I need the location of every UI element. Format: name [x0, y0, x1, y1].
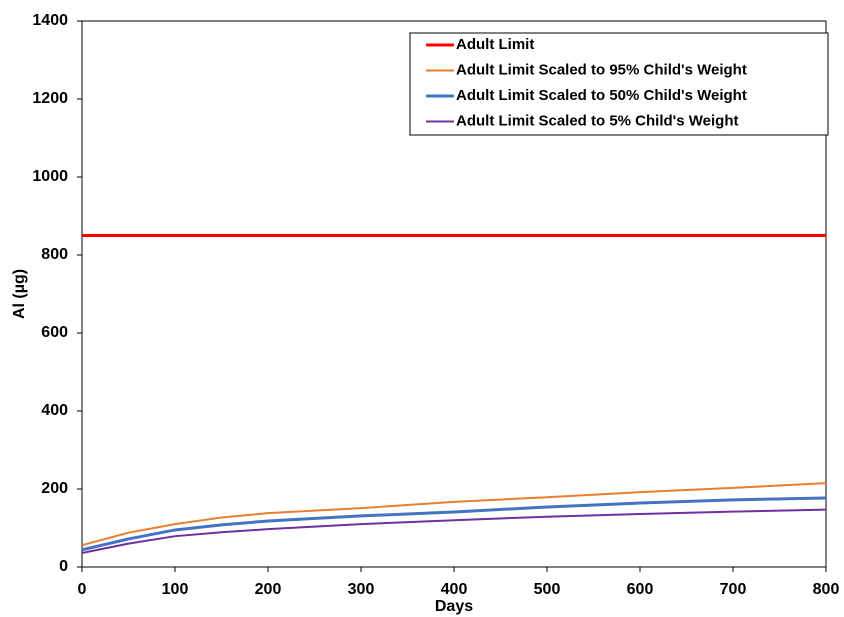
- y-tick-label: 1000: [32, 168, 68, 185]
- y-tick-label: 600: [41, 324, 68, 341]
- legend-box: [409, 32, 829, 136]
- series-line: [81, 496, 827, 552]
- x-tick-label: 100: [162, 581, 189, 598]
- legend-label: Adult Limit: [456, 36, 534, 53]
- x-tick-label: 800: [813, 581, 840, 598]
- legend-label: Adult Limit Scaled to 50% Child's Weight: [456, 87, 747, 104]
- x-tick-label: 200: [255, 581, 282, 598]
- y-tick-label: 1400: [32, 12, 68, 29]
- y-axis-label: Al (µg): [11, 269, 28, 319]
- x-tick-label: 400: [441, 581, 468, 598]
- legend-label: Adult Limit Scaled to 5% Child's Weight: [456, 112, 738, 129]
- y-tick-label: 1200: [32, 90, 68, 107]
- series-line: [81, 508, 827, 554]
- y-tick-label: 400: [41, 402, 68, 419]
- y-tick-label: 200: [41, 480, 68, 497]
- series-line: [81, 482, 827, 547]
- x-tick-label: 0: [78, 581, 87, 598]
- y-tick-label: 0: [59, 558, 68, 575]
- y-tick-label: 800: [41, 246, 68, 263]
- x-tick-label: 300: [348, 581, 375, 598]
- x-tick-label: 700: [720, 581, 747, 598]
- legend-label: Adult Limit Scaled to 95% Child's Weight: [456, 61, 747, 78]
- x-tick-label: 500: [534, 581, 561, 598]
- x-tick-label: 600: [627, 581, 654, 598]
- x-axis-label: Days: [435, 598, 473, 615]
